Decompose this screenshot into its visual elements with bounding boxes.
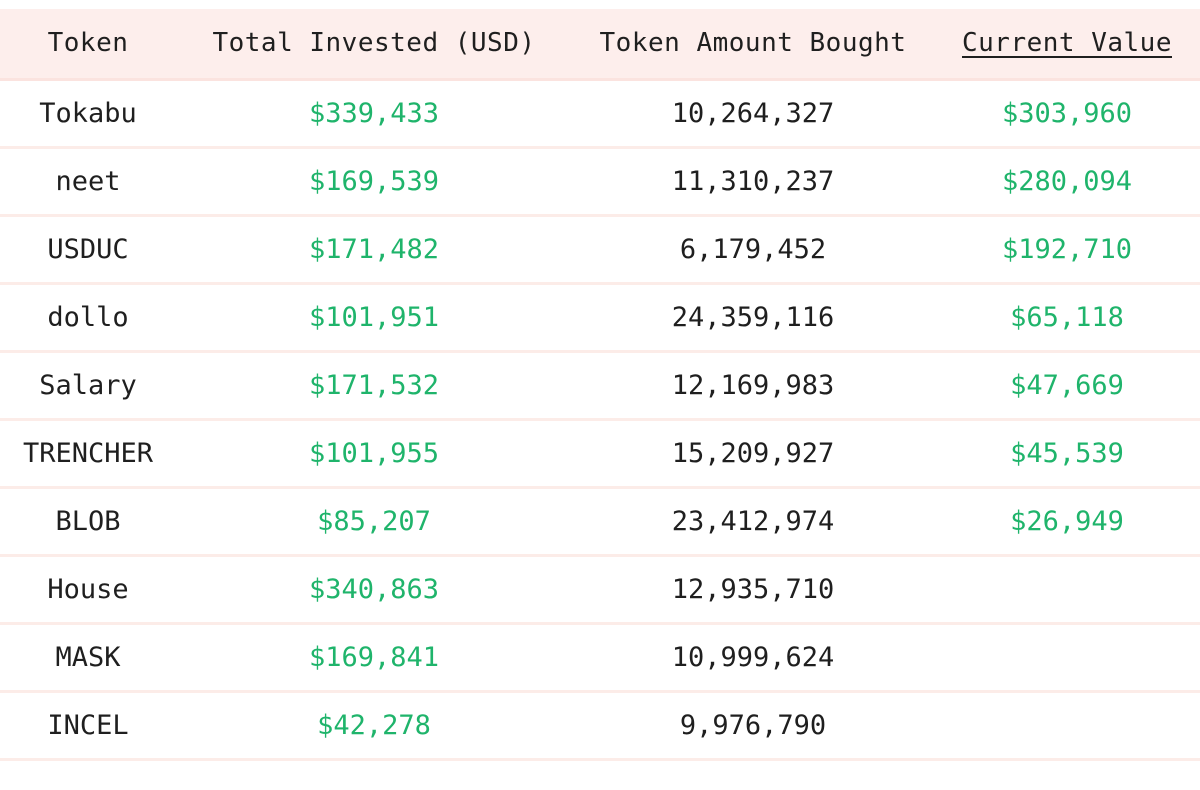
- cell-token: INCEL: [0, 691, 176, 761]
- cell-token-amount: 23,412,974: [572, 487, 934, 557]
- cell-token: House: [0, 555, 176, 625]
- cell-current-value: [934, 623, 1200, 693]
- cell-current-value: $45,539: [934, 419, 1200, 489]
- cell-total-invested: $169,539: [176, 147, 572, 217]
- cell-current-value: $280,094: [934, 147, 1200, 217]
- column-header-token[interactable]: Token: [0, 9, 176, 81]
- cell-token-amount: 12,935,710: [572, 555, 934, 625]
- table-row: House $340,863 12,935,710: [0, 555, 1200, 625]
- cell-current-value: [934, 691, 1200, 761]
- cell-token: MASK: [0, 623, 176, 693]
- table-row: Tokabu $339,433 10,264,327 $303,960: [0, 79, 1200, 149]
- header-row: Token Total Invested (USD) Token Amount …: [0, 9, 1200, 81]
- column-header-token-amount[interactable]: Token Amount Bought: [572, 9, 934, 81]
- cell-token: Salary: [0, 351, 176, 421]
- table-row: MASK $169,841 10,999,624: [0, 623, 1200, 693]
- table-row: INCEL $42,278 9,976,790: [0, 691, 1200, 761]
- column-header-current-value[interactable]: Current Value: [934, 9, 1200, 81]
- cell-total-invested: $169,841: [176, 623, 572, 693]
- cell-total-invested: $171,532: [176, 351, 572, 421]
- cell-total-invested: $101,955: [176, 419, 572, 489]
- cell-total-invested: $42,278: [176, 691, 572, 761]
- table-row: USDUC $171,482 6,179,452 $192,710: [0, 215, 1200, 285]
- table-row: dollo $101,951 24,359,116 $65,118: [0, 283, 1200, 353]
- cell-total-invested: $85,207: [176, 487, 572, 557]
- current-value-sort-link[interactable]: Current Value: [962, 28, 1172, 59]
- cell-total-invested: $339,433: [176, 79, 572, 149]
- token-investment-table-container: Token Total Invested (USD) Token Amount …: [0, 9, 1200, 761]
- cell-current-value: $192,710: [934, 215, 1200, 285]
- cell-token: TRENCHER: [0, 419, 176, 489]
- cell-token: neet: [0, 147, 176, 217]
- cell-token-amount: 24,359,116: [572, 283, 934, 353]
- cell-token-amount: 6,179,452: [572, 215, 934, 285]
- cell-token: USDUC: [0, 215, 176, 285]
- table-row: BLOB $85,207 23,412,974 $26,949: [0, 487, 1200, 557]
- cell-current-value: [934, 555, 1200, 625]
- table-body: Tokabu $339,433 10,264,327 $303,960 neet…: [0, 79, 1200, 761]
- cell-token-amount: 12,169,983: [572, 351, 934, 421]
- column-header-total-invested[interactable]: Total Invested (USD): [176, 9, 572, 81]
- token-investment-table: Token Total Invested (USD) Token Amount …: [0, 9, 1200, 761]
- cell-total-invested: $101,951: [176, 283, 572, 353]
- cell-token-amount: 11,310,237: [572, 147, 934, 217]
- cell-token: Tokabu: [0, 79, 176, 149]
- table-row: TRENCHER $101,955 15,209,927 $45,539: [0, 419, 1200, 489]
- table-header: Token Total Invested (USD) Token Amount …: [0, 9, 1200, 81]
- cell-token-amount: 10,264,327: [572, 79, 934, 149]
- cell-current-value: $65,118: [934, 283, 1200, 353]
- cell-total-invested: $340,863: [176, 555, 572, 625]
- table-row: neet $169,539 11,310,237 $280,094: [0, 147, 1200, 217]
- cell-current-value: $303,960: [934, 79, 1200, 149]
- cell-token-amount: 10,999,624: [572, 623, 934, 693]
- cell-token-amount: 15,209,927: [572, 419, 934, 489]
- cell-current-value: $47,669: [934, 351, 1200, 421]
- cell-current-value: $26,949: [934, 487, 1200, 557]
- cell-token: BLOB: [0, 487, 176, 557]
- cell-total-invested: $171,482: [176, 215, 572, 285]
- cell-token-amount: 9,976,790: [572, 691, 934, 761]
- table-row: Salary $171,532 12,169,983 $47,669: [0, 351, 1200, 421]
- cell-token: dollo: [0, 283, 176, 353]
